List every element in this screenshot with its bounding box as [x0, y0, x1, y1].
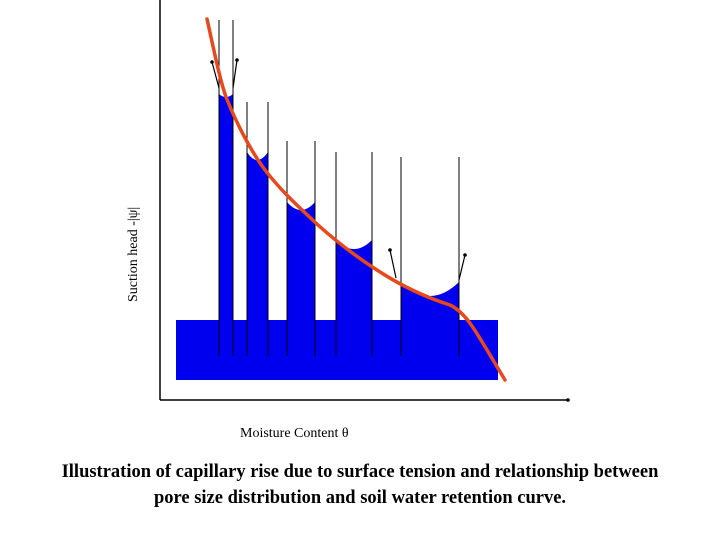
tube-5-water-column: [401, 282, 459, 320]
tube-5-right-arrow-tip: [463, 253, 467, 257]
tube-5-left-arrow-tip: [388, 248, 392, 252]
water-reservoir: [176, 320, 498, 380]
x-axis-label: Moisture Content θ: [240, 426, 349, 441]
tube-2-water-column: [247, 152, 268, 320]
tube-5-right-tension-arrow: [458, 254, 466, 281]
tube-3-water-column: [287, 202, 315, 320]
tube-5-left-tension-arrow: [389, 249, 397, 279]
caption-line-2: pore size distribution and soil water re…: [153, 488, 567, 508]
tube-4-water-column: [336, 240, 372, 320]
x-axis-arrow-tip: [566, 398, 570, 402]
figure-caption: Illustration of capillary rise due to su…: [20, 459, 700, 511]
tube-1-right-arrow-tip: [235, 58, 239, 62]
tube-1-water-column: [219, 94, 233, 320]
tube-1-left-tension-arrow: [211, 61, 220, 89]
caption-line-1: Illustration of capillary rise due to su…: [61, 462, 659, 482]
y-axis-label: Suction head -|ψ|: [126, 207, 141, 302]
tube-1-right-tension-arrow: [232, 59, 238, 89]
retention-curve: [205, 17, 507, 382]
tube-1-left-arrow-tip: [210, 60, 214, 64]
